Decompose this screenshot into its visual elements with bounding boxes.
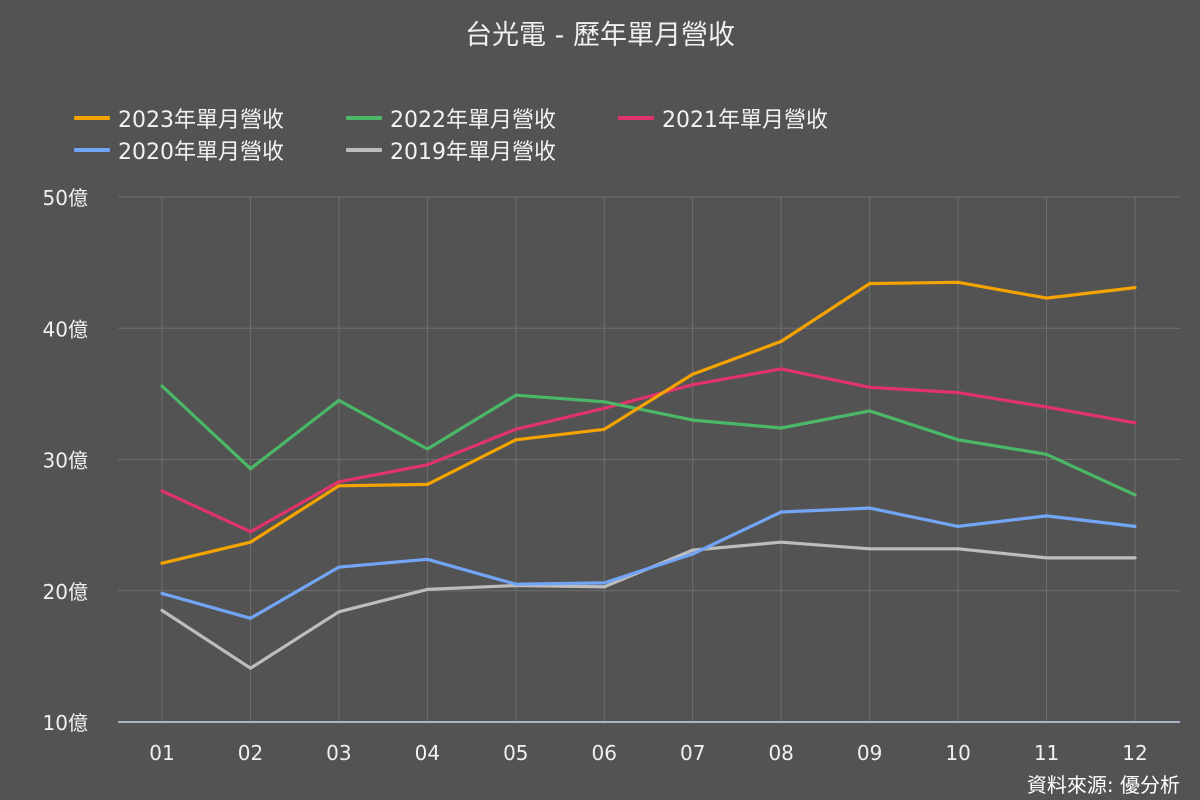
x-tick-label: 05 <box>503 741 528 765</box>
legend-item: 2019年單月營收 <box>346 136 618 165</box>
x-tick-label: 11 <box>1034 741 1059 765</box>
series-line <box>160 506 1137 620</box>
x-tick-label: 08 <box>768 741 793 765</box>
y-tick-label: 50億 <box>43 186 88 210</box>
legend-item: 2022年單月營收 <box>346 104 618 133</box>
series-line <box>160 280 1137 565</box>
x-tick-label: 04 <box>415 741 440 765</box>
legend-label: 2019年單月營收 <box>390 140 556 165</box>
x-tick-label: 12 <box>1122 741 1147 765</box>
y-tick-label: 40億 <box>43 317 88 341</box>
legend-swatch <box>74 148 110 152</box>
x-tick-label: 10 <box>945 741 970 765</box>
legend-label: 2021年單月營收 <box>662 108 828 133</box>
chart-title: 台光電 - 歷年單月營收 <box>465 20 735 51</box>
legend-item: 2020年單月營收 <box>74 136 346 165</box>
axes: 10億 20億 30億 40億 50億 01 02 03 04 05 06 07 08 09 10 11 12 <box>43 186 1180 765</box>
x-tick-label: 09 <box>857 741 882 765</box>
legend-swatch <box>74 116 110 120</box>
gridlines <box>118 196 1180 722</box>
legend-swatch <box>346 148 382 152</box>
y-tick-label: 30億 <box>43 449 88 473</box>
series-lines <box>160 280 1137 670</box>
x-tick-label: 07 <box>680 741 705 765</box>
legend: 2023年單月營收 2022年單月營收 2021年單月營收 2020年單月營收 2019… <box>74 104 1154 165</box>
source-note: 資料來源: 優分析 <box>1027 773 1180 797</box>
series-line <box>160 367 1137 534</box>
legend-label: 2022年單月營收 <box>390 108 556 133</box>
x-tick-label: 06 <box>592 741 617 765</box>
series-line <box>160 540 1137 670</box>
legend-item: 2023年單月營收 <box>74 104 346 133</box>
x-tick-label: 02 <box>238 741 263 765</box>
legend-swatch <box>346 116 382 120</box>
y-tick-label: 20億 <box>43 580 88 604</box>
legend-label: 2020年單月營收 <box>118 140 284 165</box>
x-tick-label: 01 <box>149 741 174 765</box>
series-line <box>160 384 1137 497</box>
x-tick-label: 03 <box>326 741 351 765</box>
y-tick-label: 10億 <box>43 711 88 735</box>
legend-label: 2023年單月營收 <box>118 108 284 133</box>
legend-swatch <box>618 116 654 120</box>
legend-item: 2021年單月營收 <box>618 104 890 133</box>
